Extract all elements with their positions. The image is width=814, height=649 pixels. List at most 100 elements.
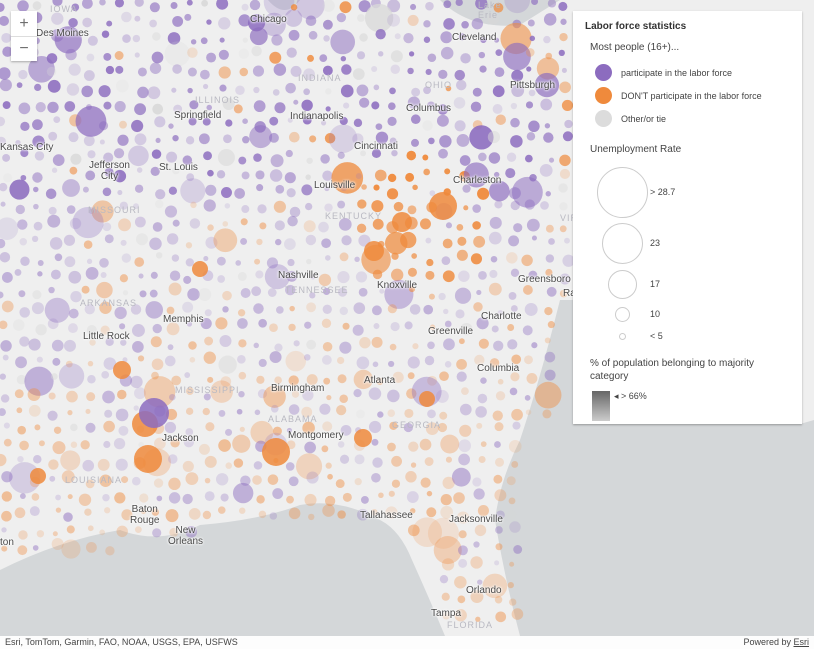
county-symbol-participate[interactable] <box>64 256 76 268</box>
county-symbol-dont-participate[interactable] <box>339 1 352 14</box>
county-symbol-participate[interactable] <box>242 37 248 43</box>
county-symbol-dont-participate[interactable] <box>0 453 7 467</box>
county-symbol-participate[interactable] <box>87 35 98 46</box>
county-symbol-participate[interactable] <box>99 139 105 145</box>
county-symbol-dont-participate[interactable] <box>3 438 12 447</box>
county-symbol-participate[interactable] <box>475 0 488 10</box>
county-symbol-participate[interactable] <box>32 172 43 183</box>
county-symbol-participate[interactable] <box>427 53 437 63</box>
county-symbol-dont-participate[interactable] <box>262 438 290 466</box>
county-symbol-dont-participate[interactable] <box>410 462 417 468</box>
county-symbol-participate[interactable] <box>32 545 39 551</box>
county-symbol-participate[interactable] <box>240 237 248 245</box>
county-symbol-dont-participate[interactable] <box>470 253 483 265</box>
county-symbol-participate[interactable] <box>296 0 325 20</box>
county-symbol-dont-participate[interactable] <box>188 341 197 350</box>
county-symbol-participate[interactable] <box>115 408 129 422</box>
county-symbol-participate[interactable] <box>222 97 235 110</box>
county-symbol-participate[interactable] <box>219 84 227 92</box>
county-symbol-participate[interactable] <box>1 272 13 283</box>
county-symbol-participate[interactable] <box>510 102 518 110</box>
county-symbol-participate[interactable] <box>407 67 414 75</box>
county-symbol-participate[interactable] <box>458 33 466 41</box>
county-symbol-participate[interactable] <box>218 49 229 60</box>
county-symbol-dont-participate[interactable] <box>85 479 95 489</box>
county-symbol-dont-participate[interactable] <box>70 441 78 448</box>
county-symbol-dont-participate[interactable] <box>419 391 435 407</box>
county-symbol-participate[interactable] <box>103 52 112 61</box>
county-symbol-participate[interactable] <box>360 495 369 504</box>
county-symbol-participate[interactable] <box>185 136 195 145</box>
county-symbol-participate[interactable] <box>543 13 557 26</box>
county-symbol-participate[interactable] <box>287 215 298 227</box>
county-symbol-dont-participate[interactable] <box>372 269 383 280</box>
county-symbol-participate[interactable] <box>152 32 161 41</box>
county-symbol-dont-participate[interactable] <box>495 611 507 623</box>
county-symbol-participate[interactable] <box>98 121 109 131</box>
county-symbol-dont-participate[interactable] <box>489 358 500 368</box>
county-symbol-participate[interactable] <box>47 101 59 114</box>
county-symbol-dont-participate[interactable] <box>14 389 24 399</box>
county-symbol-dont-participate[interactable] <box>154 437 166 450</box>
county-symbol-dont-participate[interactable] <box>475 616 481 622</box>
county-symbol-participate[interactable] <box>48 286 55 294</box>
county-symbol-participate[interactable] <box>167 454 178 464</box>
county-symbol-participate[interactable] <box>44 297 70 323</box>
county-symbol-participate[interactable] <box>287 258 295 267</box>
county-symbol-dont-participate[interactable] <box>322 504 335 517</box>
county-symbol-dont-participate[interactable] <box>189 357 196 363</box>
county-symbol-participate[interactable] <box>31 235 39 243</box>
county-symbol-participate[interactable] <box>8 462 41 494</box>
county-symbol-participate[interactable] <box>19 237 27 246</box>
county-symbol-participate[interactable] <box>50 269 61 280</box>
county-symbol-dont-participate[interactable] <box>137 355 145 362</box>
county-symbol-participate[interactable] <box>454 120 466 132</box>
county-symbol-participate[interactable] <box>185 526 198 538</box>
county-symbol-participate[interactable] <box>122 290 129 296</box>
county-symbol-participate[interactable] <box>274 343 283 352</box>
county-symbol-dont-participate[interactable] <box>238 339 247 348</box>
county-symbol-participate[interactable] <box>390 50 403 63</box>
county-symbol-participate[interactable] <box>462 184 471 193</box>
county-symbol-participate[interactable] <box>35 324 47 336</box>
county-symbol-participate[interactable] <box>358 0 371 13</box>
county-symbol-dont-participate[interactable] <box>38 440 45 447</box>
county-symbol-participate[interactable] <box>504 0 531 14</box>
county-symbol-dont-participate[interactable] <box>225 462 232 469</box>
county-symbol-participate[interactable] <box>270 404 279 413</box>
county-symbol-dont-participate[interactable] <box>182 460 194 473</box>
county-symbol-participate[interactable] <box>343 102 350 109</box>
county-symbol-dont-participate[interactable] <box>83 240 93 249</box>
county-symbol-dont-participate[interactable] <box>16 407 23 414</box>
county-symbol-participate[interactable] <box>82 186 89 193</box>
county-symbol-participate[interactable] <box>28 338 41 351</box>
county-symbol-participate[interactable] <box>70 423 78 432</box>
county-symbol-dont-participate[interactable] <box>420 477 431 488</box>
county-symbol-dont-participate[interactable] <box>239 67 249 77</box>
county-symbol-dont-participate[interactable] <box>387 173 397 183</box>
county-symbol-dont-participate[interactable] <box>354 429 372 447</box>
county-symbol-dont-participate[interactable] <box>407 14 419 26</box>
county-symbol-participate[interactable] <box>285 462 295 471</box>
county-symbol-dont-participate[interactable] <box>323 377 331 385</box>
county-symbol-participate[interactable] <box>68 132 79 143</box>
county-symbol-dont-participate[interactable] <box>204 336 214 346</box>
county-symbol-participate[interactable] <box>522 325 533 336</box>
county-symbol-participate[interactable] <box>152 528 162 538</box>
county-symbol-participate[interactable] <box>85 266 99 280</box>
county-symbol-participate[interactable] <box>531 0 539 6</box>
county-symbol-dont-participate[interactable] <box>370 508 378 516</box>
county-symbol-participate[interactable] <box>544 123 551 129</box>
county-symbol-dont-participate[interactable] <box>388 490 395 497</box>
county-symbol-dont-participate[interactable] <box>290 4 298 11</box>
county-symbol-dont-participate[interactable] <box>14 507 26 519</box>
county-symbol-participate[interactable] <box>337 271 350 284</box>
county-symbol-participate[interactable] <box>47 214 61 228</box>
county-symbol-participate[interactable] <box>389 137 397 145</box>
county-symbol-participate[interactable] <box>103 152 114 163</box>
county-symbol-participate[interactable] <box>495 526 503 534</box>
county-symbol-dont-participate[interactable] <box>322 341 333 352</box>
county-symbol-participate[interactable] <box>136 167 143 173</box>
county-symbol-dont-participate[interactable] <box>66 525 75 534</box>
county-symbol-participate[interactable] <box>139 290 147 298</box>
